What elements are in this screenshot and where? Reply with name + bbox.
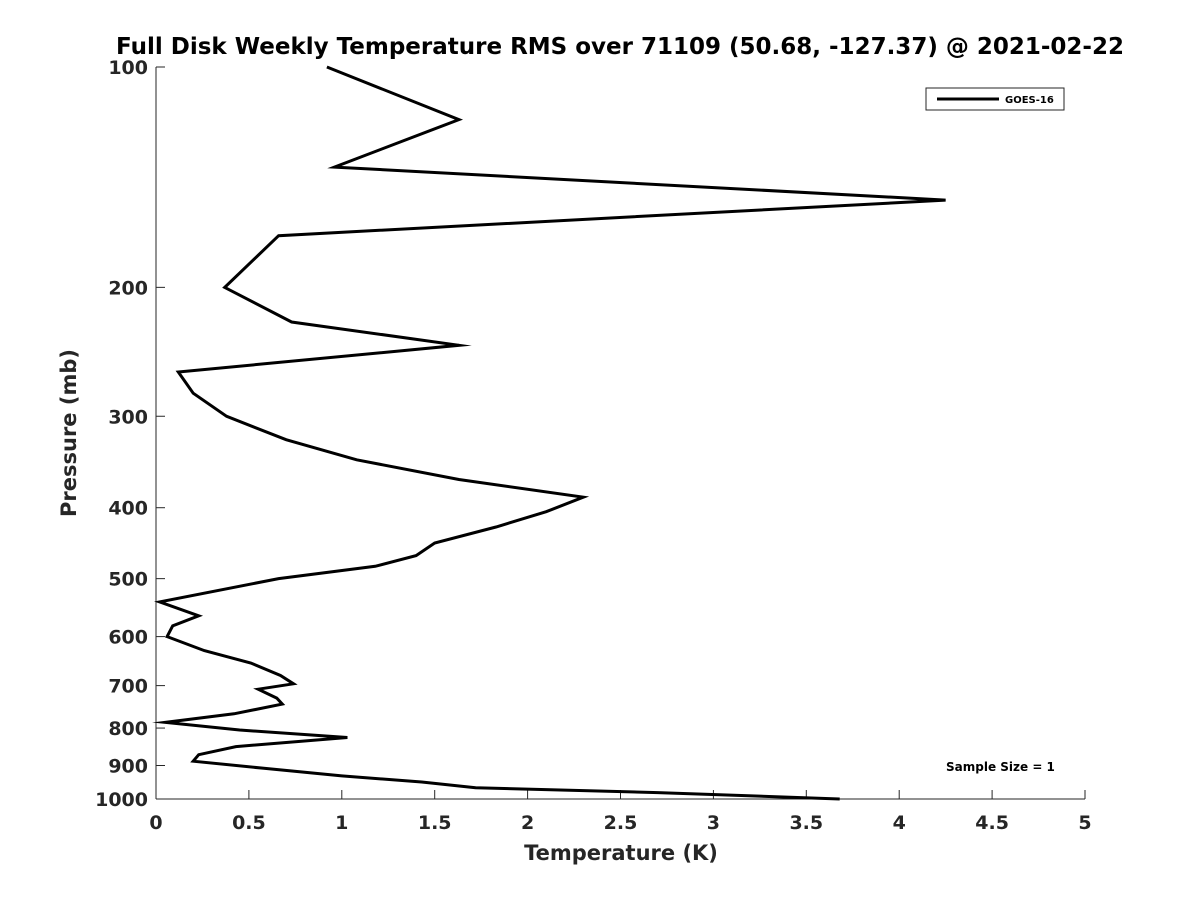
legend-entry-label: GOES-16 (1005, 95, 1054, 106)
y-tick-label: 800 (108, 718, 148, 740)
x-tick-label: 3.5 (789, 812, 823, 834)
x-tick-label: 2.5 (604, 812, 638, 834)
x-tick-label: 3 (707, 812, 720, 834)
y-tick-label: 200 (108, 277, 148, 299)
y-tick-label: 100 (108, 57, 148, 79)
x-tick-label: 2 (521, 812, 534, 834)
y-tick-label: 1000 (95, 789, 148, 811)
x-tick-label: 0.5 (232, 812, 266, 834)
plot-axes: 0 0.5 1 1.5 2 2.5 3 3.5 4 4.5 5 100 200 300 400 500 600 7… (95, 57, 1092, 834)
series-line-goes-16 (152, 65, 946, 801)
chart-title: Full Disk Weekly Temperature RMS over 71… (116, 34, 1124, 60)
y-tick-label: 500 (108, 569, 148, 591)
y-tick-label: 300 (108, 406, 148, 428)
x-tick-label: 1.5 (418, 812, 452, 834)
x-tick-label: 4 (893, 812, 906, 834)
y-axis-label: Pressure (mb) (57, 349, 81, 517)
y-tick-label: 700 (108, 676, 148, 698)
x-tick-label: 5 (1078, 812, 1091, 834)
series-layer (152, 65, 946, 801)
x-tick-label: 0 (149, 812, 162, 834)
x-axis-label: Temperature (K) (524, 841, 718, 865)
sample-size-annotation: Sample Size = 1 (946, 760, 1055, 774)
y-tick-label: 600 (108, 627, 148, 649)
y-tick-label: 400 (108, 498, 148, 520)
x-tick-label: 1 (335, 812, 348, 834)
legend: GOES-16 (925, 87, 1065, 111)
x-tick-label: 4.5 (975, 812, 1009, 834)
y-tick-label: 900 (108, 756, 148, 778)
